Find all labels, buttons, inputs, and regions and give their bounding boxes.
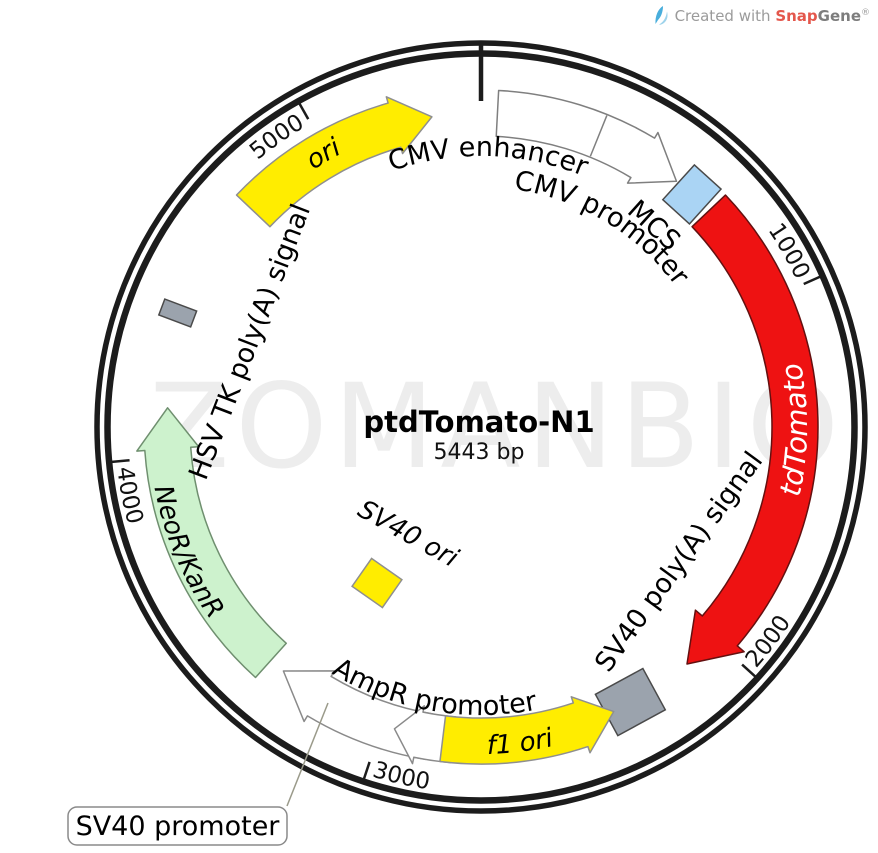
sv40-promoter-callout-line: [286, 702, 329, 807]
plasmid-size: 5443 bp: [434, 440, 525, 465]
feature-arrow-neor-kanr: [136, 407, 288, 679]
snapgene-logo-icon: [654, 6, 669, 25]
attribution-brand-gene: Gene: [817, 6, 861, 25]
plasmid-backbone-ring-0: [94, 40, 868, 814]
sv40-promoter-callout-label: SV40 promoter: [76, 811, 281, 842]
plasmid-name: ptdTomato-N1: [363, 405, 594, 439]
feature-arrow-cmv-enhancer-promoter: [495, 89, 678, 184]
tick-4000: [110, 458, 130, 464]
attribution-prefix: Created with: [674, 6, 776, 25]
tick-2000: [741, 663, 757, 679]
feature-arrow-tdtomato: [686, 194, 819, 665]
feature-box-sv40-ori: [351, 557, 403, 609]
feature-arrow-f1-ori: [439, 696, 615, 765]
attribution-brand-snap: Snap: [775, 6, 818, 25]
feature-arrow-ori: [235, 96, 433, 228]
attribution-registered-mark: ®: [861, 7, 870, 18]
tick-3000: [362, 761, 371, 781]
snapgene-attribution: Created with SnapGene®: [654, 6, 870, 25]
feature-box-hsv-tk-polya-signal: [157, 298, 198, 328]
sv40-promoter-callout-box: [67, 806, 288, 846]
feature-divider-cmv-enhancer-promoter: [589, 115, 608, 157]
attribution-text: Created with SnapGene®: [675, 7, 870, 25]
tick-5000: [297, 101, 310, 120]
watermark-text: ZOMANBIO: [149, 358, 845, 495]
tick-1000: [803, 275, 822, 286]
feature-box-mcs: [661, 163, 723, 225]
feature-arrow-sv40-promoter: [282, 670, 434, 761]
